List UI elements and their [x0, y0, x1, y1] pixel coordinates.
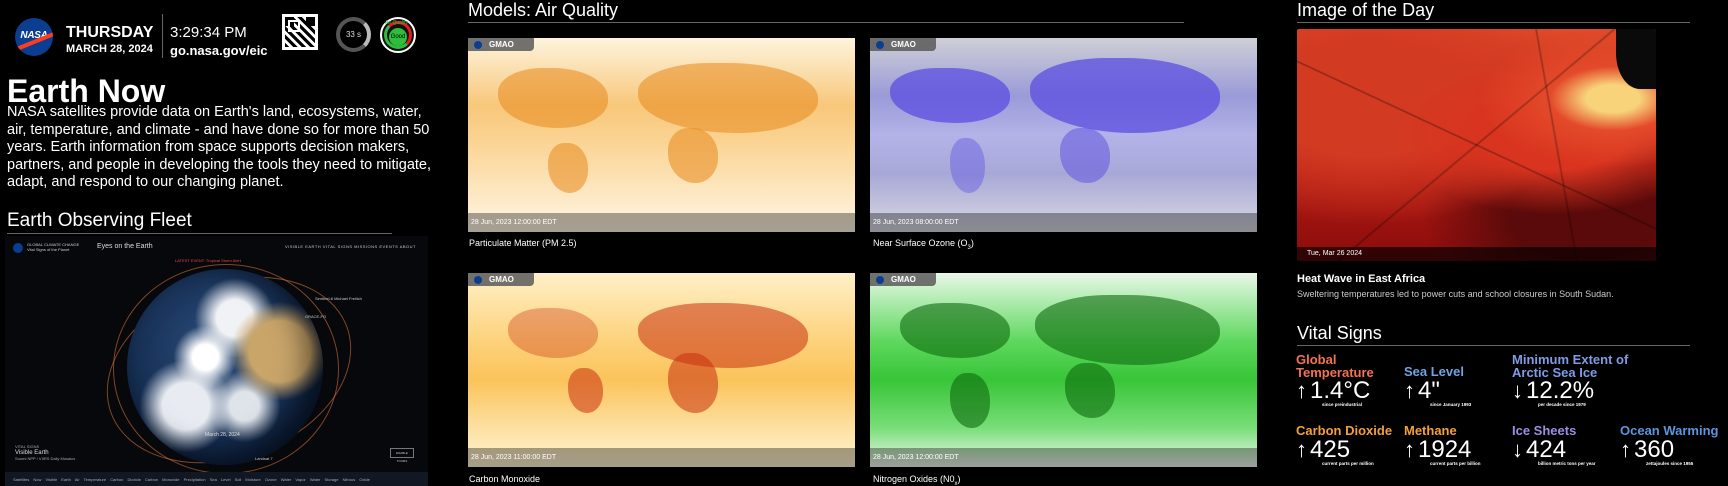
- page-title: Earth Now: [7, 73, 166, 109]
- vital-sign-global-temperature[interactable]: Global Temperature ↑ 1.4°C since preindus…: [1296, 352, 1386, 407]
- iotd-date: Tue, Mar 26 2024: [1297, 247, 1656, 261]
- vital-sign-sea-level[interactable]: Sea Level ↑ 4" since January 1993: [1404, 364, 1472, 407]
- models-section-title: Models: Air Quality: [468, 0, 619, 20]
- vital-sign-label: Carbon Dioxide: [1296, 423, 1393, 438]
- vital-sign-value: 360: [1634, 435, 1675, 463]
- eyes-header: GLOBAL CLIMATE CHANGE Vital Signs of the …: [5, 236, 428, 260]
- eyes-app-title: Eyes on the Earth: [97, 243, 153, 250]
- air-quality-status: Good: [389, 28, 407, 46]
- earth-globe[interactable]: [127, 269, 323, 465]
- vital-sign-label: Ocean Warming: [1620, 423, 1719, 438]
- vital-sign-arctic-sea-ice[interactable]: Minimum Extent of Arctic Sea Ice ↓ 12.2% …: [1512, 352, 1632, 407]
- nasa-logo-text: NASA: [20, 30, 48, 41]
- enable-tours-button[interactable]: ENABLE TOURS: [390, 448, 414, 463]
- iotd-title-rule: [1297, 22, 1690, 23]
- map-caption: Near Surface Ozone (O3): [873, 238, 974, 251]
- qr-code[interactable]: [282, 14, 318, 50]
- nasa-mini-logo: [13, 243, 23, 253]
- gmao-badge: GMAO: [468, 38, 534, 51]
- satellite-label[interactable]: Landsat 7: [255, 456, 273, 461]
- gmao-badge: GMAO: [468, 273, 534, 286]
- gmao-badge: GMAO: [870, 38, 936, 51]
- map-pm25[interactable]: GMAO 28 Jun, 2023 12:00:00 EDT: [468, 38, 855, 232]
- map-timestamp: 28 Jun, 2023 11:00:00 EDT: [468, 448, 855, 467]
- map-caption: Particulate Matter (PM 2.5): [469, 238, 577, 248]
- current-time: 3:29:34 PM: [170, 24, 247, 41]
- eyes-on-earth-embed[interactable]: GLOBAL CLIMATE CHANGE Vital Signs of the …: [5, 236, 428, 486]
- vital-sign-methane[interactable]: Methane ↑ 1924 current parts per billion: [1404, 423, 1481, 466]
- eyes-brand: GLOBAL CLIMATE CHANGE Vital Signs of the …: [27, 242, 80, 252]
- globe-date: March 28, 2024: [205, 432, 240, 438]
- satellite-label[interactable]: GRACE-FO: [305, 314, 327, 319]
- eyes-layer-info: VITAL SIGNS Visible Earth Suomi NPP / VI…: [15, 444, 76, 461]
- map-nitrogen-oxides[interactable]: GMAO 28 Jun, 2023 12:00:00 EDT: [870, 273, 1257, 467]
- image-of-the-day[interactable]: Tue, Mar 26 2024: [1297, 29, 1656, 261]
- map-timestamp: 28 Jun, 2023 12:00:00 EDT: [870, 448, 1257, 467]
- vital-sign-value: 4": [1418, 376, 1440, 404]
- satellite-label[interactable]: Sentinel-6 Michael Freilich: [315, 296, 362, 301]
- vital-signs-title: Vital Signs: [1297, 323, 1382, 343]
- gmao-badge: GMAO: [870, 273, 936, 286]
- eyes-event-notice[interactable]: LATEST EVENT: Tropical Storm Alert: [175, 258, 241, 263]
- eyes-layer-menu[interactable]: Satellites Now Visible Earth Air Tempera…: [5, 472, 428, 486]
- vital-sign-value: 1924: [1418, 435, 1472, 463]
- vital-sign-subtext: per decade since 1979: [1538, 402, 1586, 407]
- refresh-timer: 33 s: [336, 17, 371, 52]
- page-description: NASA satellites provide data on Earth's …: [7, 104, 432, 190]
- iotd-subtitle: Sweltering temperatures led to power cut…: [1297, 289, 1614, 299]
- current-date: MARCH 28, 2024: [66, 43, 153, 55]
- vital-sign-label: Minimum Extent of Arctic Sea Ice: [1512, 352, 1629, 380]
- vital-sign-value: 424: [1526, 435, 1567, 463]
- map-ozone[interactable]: GMAO 28 Jun, 2023 08:00:00 EDT: [870, 38, 1257, 232]
- vital-sign-subtext: current parts per million: [1322, 460, 1374, 466]
- map-caption: Nitrogen Oxides (N0x): [873, 474, 961, 486]
- vital-sign-subtext: since preindustrial: [1322, 402, 1363, 407]
- vital-sign-value: 1.4°C: [1310, 377, 1371, 404]
- header-divider: [162, 14, 163, 58]
- day-of-week: THURSDAY: [66, 24, 154, 41]
- vital-sign-label: Methane: [1404, 423, 1457, 438]
- vital-sign-ocean-warming[interactable]: Ocean Warming ↑ 360 zettajoules since 195…: [1620, 423, 1719, 466]
- vital-sign-value: 425: [1310, 435, 1351, 463]
- vital-sign-value: 12.2%: [1526, 377, 1595, 404]
- vital-sign-subtext: current parts per billion: [1430, 460, 1481, 466]
- iotd-headline[interactable]: Heat Wave in East Africa: [1297, 273, 1426, 285]
- vital-sign-label: Sea Level: [1404, 364, 1464, 379]
- short-url[interactable]: go.nasa.gov/eic: [170, 43, 268, 58]
- air-quality-label: Air Quality: [385, 20, 409, 26]
- air-quality-badge[interactable]: Air Quality Good: [380, 17, 416, 53]
- vital-sign-ice-sheets[interactable]: Ice Sheets ↓ 424 billion metric tons per …: [1512, 423, 1596, 466]
- fleet-section-title: Earth Observing Fleet: [7, 210, 192, 231]
- vital-sign-subtext: billion metric tons per year: [1538, 460, 1596, 466]
- map-caption: Carbon Monoxide: [469, 474, 541, 484]
- map-timestamp: 28 Jun, 2023 12:00:00 EDT: [468, 213, 855, 232]
- vital-signs-rule: [1297, 345, 1690, 346]
- eyes-nav-menu[interactable]: VISIBLE EARTH VITAL SIGNS MISSIONS EVENT…: [284, 244, 416, 249]
- vital-sign-subtext: since January 1993: [1430, 401, 1472, 407]
- map-carbon-monoxide[interactable]: GMAO 28 Jun, 2023 11:00:00 EDT: [468, 273, 855, 467]
- map-timestamp: 28 Jun, 2023 08:00:00 EDT: [870, 213, 1257, 232]
- models-title-rule: [468, 22, 1184, 23]
- iotd-section-title: Image of the Day: [1297, 0, 1435, 20]
- nasa-logo: NASA: [15, 18, 53, 56]
- vital-sign-subtext: zettajoules since 1955: [1646, 460, 1694, 466]
- fleet-title-rule: [7, 233, 392, 234]
- vital-sign-label: Ice Sheets: [1512, 423, 1577, 438]
- vital-sign-carbon-dioxide[interactable]: Carbon Dioxide ↑ 425 current parts per mi…: [1296, 423, 1393, 466]
- vital-sign-label: Global Temperature: [1296, 352, 1374, 380]
